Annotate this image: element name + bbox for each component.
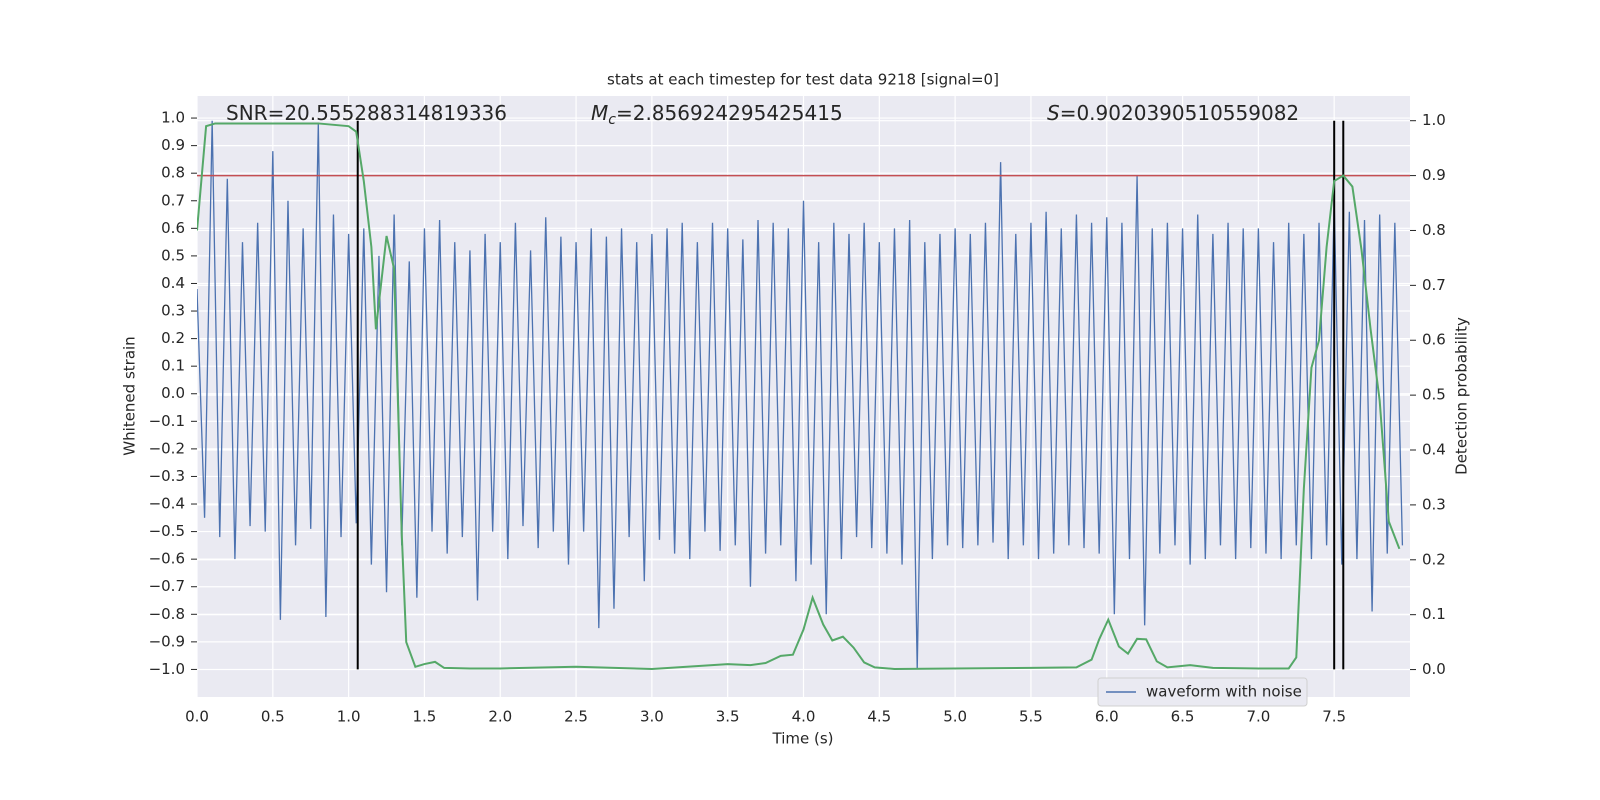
x-tick-label: 5.5 xyxy=(1019,708,1043,726)
annotation: S=0.9020390510559082 xyxy=(1047,101,1299,125)
y-axis-label: Whitened strain xyxy=(121,336,139,455)
x-tick-label: 3.5 xyxy=(716,708,740,726)
y-tick-label: 1.0 xyxy=(161,109,185,127)
y2-tick-label: 0.7 xyxy=(1422,276,1446,294)
y-tick-label: −0.7 xyxy=(149,577,185,595)
grid xyxy=(196,96,1410,697)
annotation-value: =20.555288314819336 xyxy=(268,101,507,125)
y2-tick-label: 0.5 xyxy=(1422,386,1446,404)
annotation-symbol: SNR xyxy=(226,101,268,125)
y-tick-label: −0.6 xyxy=(149,550,185,568)
y-tick-label: −0.8 xyxy=(149,605,185,623)
y-tick-label: −0.4 xyxy=(149,495,185,513)
x-tick-label: 6.0 xyxy=(1095,708,1119,726)
legend-label: waveform with noise xyxy=(1146,683,1302,701)
y-tick-label: −0.5 xyxy=(149,522,185,540)
x-tick-label: 2.5 xyxy=(564,708,588,726)
legend: waveform with noise xyxy=(1097,677,1308,707)
annotation: SNR=20.555288314819336 xyxy=(226,101,507,125)
y2-tick-label: 0.8 xyxy=(1422,221,1446,239)
annotation-value: =2.856924295425415 xyxy=(616,101,843,125)
y2-tick-label: 0.9 xyxy=(1422,166,1446,184)
x-tick-label: 4.0 xyxy=(792,708,816,726)
y-tick-label: 0.9 xyxy=(161,136,185,154)
probability-line xyxy=(197,122,1401,671)
y-tick-label: 0.6 xyxy=(161,219,185,237)
y2-tick-label: 0.6 xyxy=(1422,331,1446,349)
y2-tick-label: 1.0 xyxy=(1422,111,1446,129)
x-tick-label: 0.5 xyxy=(261,708,285,726)
annotation-value: =0.9020390510559082 xyxy=(1060,101,1299,125)
y-tick-label: −1.0 xyxy=(149,660,185,678)
legend-box xyxy=(1097,677,1308,707)
y-tick-label: −0.1 xyxy=(149,412,185,430)
y2-tick-label: 0.0 xyxy=(1422,660,1446,678)
x-tick-label: 2.0 xyxy=(488,708,512,726)
y-tick-label: 0.8 xyxy=(161,164,185,182)
y2-tick-label: 0.4 xyxy=(1422,441,1446,459)
y-tick-label: −0.2 xyxy=(149,439,185,457)
x-tick-label: 1.5 xyxy=(413,708,437,726)
plot-area xyxy=(197,120,1410,671)
x-tick-label: 7.5 xyxy=(1322,708,1346,726)
y-tick-label: 0.2 xyxy=(161,329,185,347)
x-tick-label: 1.0 xyxy=(337,708,361,726)
annotation: Mc=2.856924295425415 xyxy=(591,101,843,129)
annotation-symbol: S xyxy=(1047,101,1060,125)
chart-title: stats at each timestep for test data 921… xyxy=(607,71,999,89)
y-tick-label: 0.5 xyxy=(161,246,185,264)
y-tick-label: 0.0 xyxy=(161,384,185,402)
y-tick-label: 0.3 xyxy=(161,302,185,320)
x-tick-label: 0.0 xyxy=(185,708,209,726)
x-axis-label: Time (s) xyxy=(772,730,834,748)
y-tick-label: −0.3 xyxy=(149,467,185,485)
y-tick-label: 0.1 xyxy=(161,357,185,375)
y-tick-label: 0.4 xyxy=(161,274,185,292)
y2-tick-label: 0.1 xyxy=(1422,605,1446,623)
y2-tick-label: 0.3 xyxy=(1422,495,1446,513)
y-tick-label: −0.9 xyxy=(149,632,185,650)
x-tick-label: 4.5 xyxy=(867,708,891,726)
x-tick-label: 6.5 xyxy=(1171,708,1195,726)
y2-tick-label: 0.2 xyxy=(1422,550,1446,568)
x-tick-label: 5.0 xyxy=(943,708,967,726)
x-tick-label: 7.0 xyxy=(1246,708,1270,726)
annotation-subscript: c xyxy=(608,112,616,128)
x-tick-label: 3.0 xyxy=(640,708,664,726)
annotation-symbol: M xyxy=(591,101,608,125)
y-tick-label: 0.7 xyxy=(161,191,185,209)
y2-axis-label: Detection probability xyxy=(1453,317,1471,475)
